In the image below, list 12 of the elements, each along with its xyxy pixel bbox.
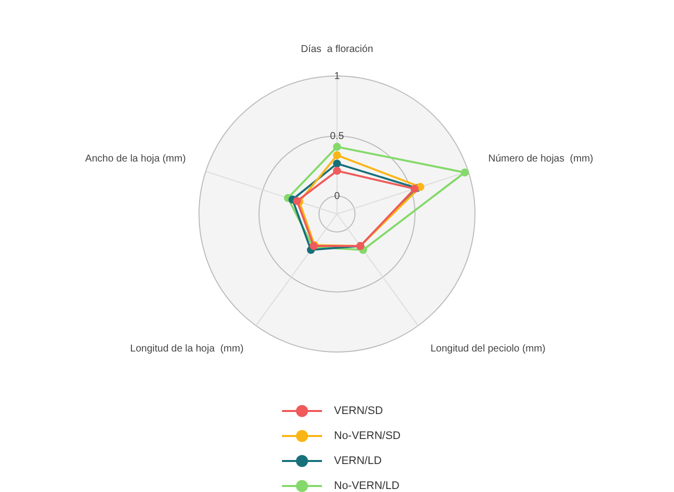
legend-label: VERN/LD xyxy=(334,454,382,466)
spoke-label: Número de hojas (mm) xyxy=(488,154,594,165)
y-tick-label: 0.5 xyxy=(330,130,344,142)
y-tick-label: 1 xyxy=(334,70,340,82)
legend-label: No-VERN/LD xyxy=(334,480,400,492)
spoke-label: Ancho de la hoja (mm) xyxy=(85,154,186,165)
spoke-label: Longitud del peciolo (mm) xyxy=(430,343,546,354)
y-tick-label: 0 xyxy=(334,190,340,202)
legend-label: No-VERN/SD xyxy=(334,430,401,442)
spoke-label: Longitud de la hoja (mm) xyxy=(130,343,244,354)
legend-label: VERN/SD xyxy=(334,404,383,416)
spoke-label: Días a floración xyxy=(300,44,374,55)
